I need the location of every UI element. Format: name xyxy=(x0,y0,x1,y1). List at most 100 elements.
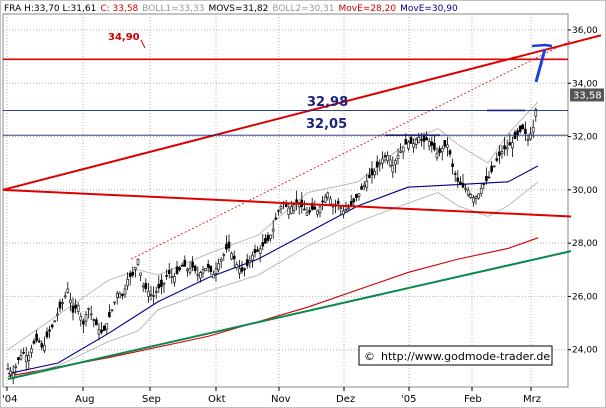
candle xyxy=(487,171,491,179)
candle xyxy=(495,152,499,163)
candle xyxy=(498,145,501,164)
plot-area xyxy=(2,13,569,388)
candle xyxy=(212,270,215,279)
candle xyxy=(342,205,345,219)
candle xyxy=(139,272,142,282)
candle xyxy=(456,170,460,189)
last-price-text: 33,58 xyxy=(573,90,602,101)
candle xyxy=(433,134,436,152)
candle xyxy=(24,347,28,371)
candle xyxy=(48,326,51,339)
header-item-5: MovE=28,20 xyxy=(339,4,397,14)
candle xyxy=(206,259,210,273)
candle xyxy=(355,193,358,202)
candle xyxy=(505,139,509,156)
label-32-05: 32,05 xyxy=(306,117,347,132)
candle xyxy=(30,344,33,358)
candle xyxy=(516,128,519,141)
trend-red-dotted xyxy=(130,40,572,260)
candle xyxy=(152,286,155,305)
candle xyxy=(167,263,171,279)
candle xyxy=(401,146,405,159)
candle xyxy=(287,203,291,220)
candle xyxy=(253,244,257,258)
candle xyxy=(492,165,496,168)
candle xyxy=(118,291,122,299)
candle xyxy=(214,261,218,282)
overlay-0 xyxy=(7,165,539,375)
candle xyxy=(100,321,103,335)
candle xyxy=(529,126,532,141)
x-tick-label-3: Okt xyxy=(208,394,226,405)
candle xyxy=(131,266,135,278)
candle xyxy=(500,145,504,159)
candle xyxy=(479,182,483,197)
candle xyxy=(388,155,392,168)
candle xyxy=(32,338,36,345)
y-tick-label-0: 24,00 xyxy=(572,346,598,356)
candle xyxy=(352,197,356,207)
candle xyxy=(318,204,322,218)
candle xyxy=(71,297,75,321)
candle xyxy=(147,283,150,303)
candle xyxy=(329,195,332,206)
candle xyxy=(149,285,153,301)
candle xyxy=(240,260,244,274)
candle xyxy=(357,193,361,201)
header-item-2: BOLL1=33,33 xyxy=(142,4,204,14)
candle xyxy=(248,255,252,269)
candle xyxy=(435,147,439,161)
trend-upper-red-channel xyxy=(2,34,602,191)
candle xyxy=(305,207,309,216)
candle xyxy=(438,145,441,157)
candle xyxy=(123,284,127,299)
candle xyxy=(84,311,88,327)
candle xyxy=(58,299,62,313)
candle xyxy=(66,282,70,294)
header-item-3: MOVS=31,82 xyxy=(208,4,268,14)
candle xyxy=(378,159,382,172)
candle xyxy=(469,192,473,200)
candle xyxy=(466,186,470,198)
candle xyxy=(191,256,194,272)
candle xyxy=(126,272,129,291)
candle xyxy=(6,363,10,370)
candle xyxy=(386,151,389,165)
candle xyxy=(368,167,371,179)
candle xyxy=(35,329,38,343)
candle xyxy=(74,298,77,314)
y-tick-label-5: 34,00 xyxy=(572,79,598,89)
candle xyxy=(453,170,457,182)
candle xyxy=(136,258,140,267)
candle xyxy=(209,265,213,276)
candle xyxy=(459,176,462,185)
candle xyxy=(115,290,119,305)
candle xyxy=(204,268,207,272)
candle xyxy=(53,320,57,323)
candle xyxy=(144,278,148,293)
candle xyxy=(201,266,205,278)
candle xyxy=(274,212,278,220)
candle xyxy=(303,200,306,211)
candle xyxy=(219,257,223,269)
copyright-url[interactable]: http://www.godmode-trader.de xyxy=(381,350,550,363)
candle xyxy=(45,327,49,340)
candle xyxy=(381,151,384,169)
candle xyxy=(186,267,189,277)
candle xyxy=(61,298,64,311)
candle xyxy=(323,193,327,204)
candle xyxy=(43,336,46,354)
candle xyxy=(235,261,239,271)
trend-red-support-break xyxy=(2,188,572,218)
candle xyxy=(518,125,522,134)
candle xyxy=(245,253,249,269)
candle xyxy=(440,145,444,161)
candle xyxy=(430,136,434,153)
candle xyxy=(76,302,80,315)
x-tick-label-0: '04 xyxy=(2,394,17,405)
candle xyxy=(521,123,525,130)
candle xyxy=(339,205,343,216)
candle xyxy=(230,251,233,261)
candle xyxy=(50,323,54,330)
